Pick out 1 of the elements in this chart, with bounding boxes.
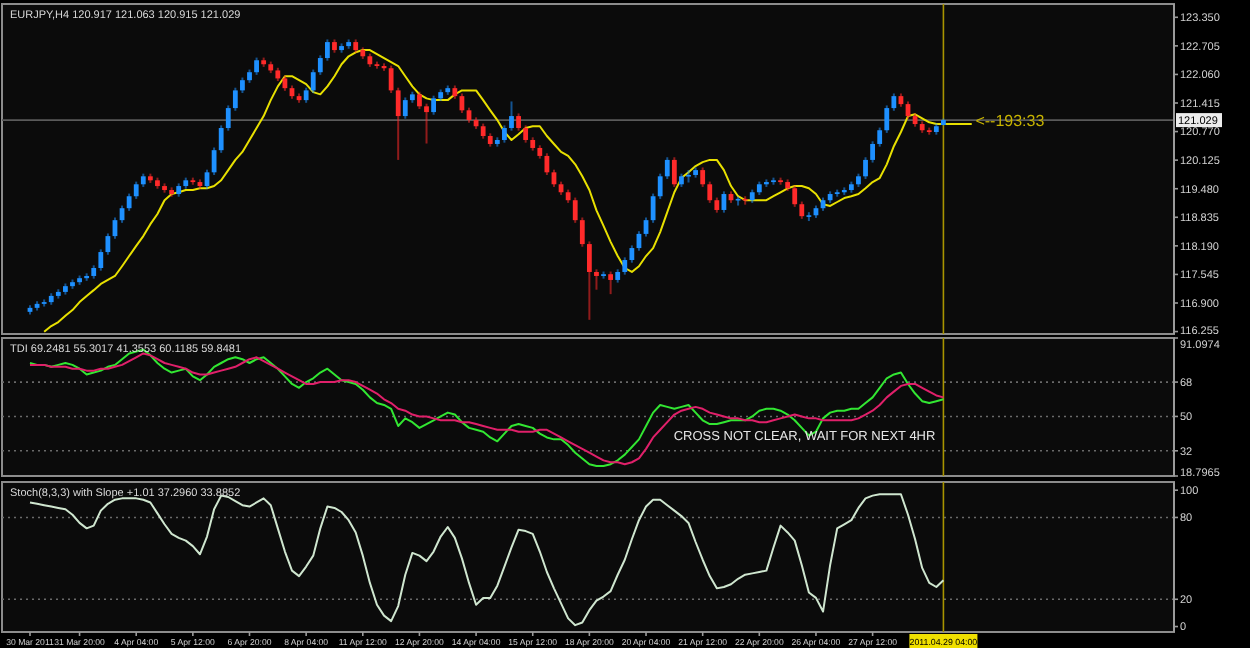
annotation: <--193:33 bbox=[975, 112, 1046, 131]
